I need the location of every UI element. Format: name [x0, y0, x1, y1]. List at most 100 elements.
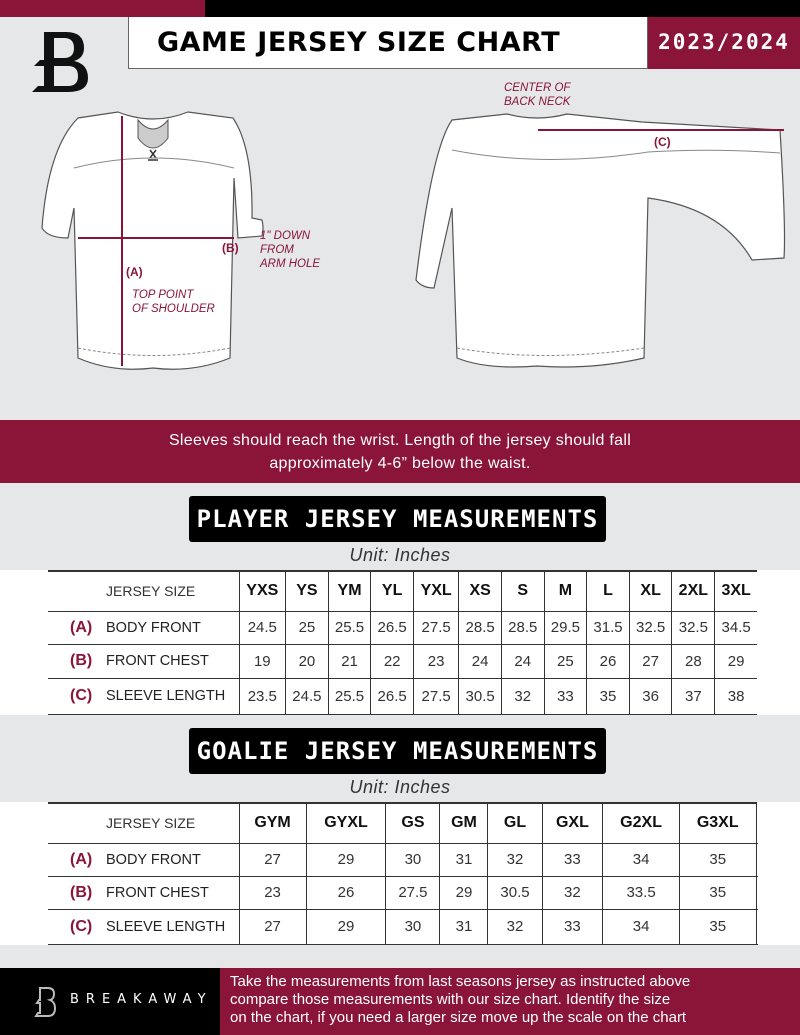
table-cell: 27 [238, 843, 307, 876]
table-cell: 34 [602, 843, 680, 876]
front-jersey-diagram [41, 111, 264, 370]
table-cell: 27 [238, 909, 307, 944]
table-cell: 21 [327, 644, 371, 678]
table-cell: 26.5 [370, 678, 414, 714]
table-cell: 25.5 [327, 678, 371, 714]
table-cell: 25.5 [327, 611, 371, 644]
player-size-table: JERSEY SIZE YXS YS YM YL YXL XS S M L XL 2XL 3XL (A) B… [48, 570, 757, 715]
table-cell: 26 [305, 876, 386, 909]
table-cell: 25 [285, 611, 329, 644]
table-cell: 28.5 [500, 611, 545, 644]
table-cell: 27.5 [412, 611, 459, 644]
row-label: (A) BODY FRONT [48, 843, 239, 876]
size-header: GL [487, 803, 543, 843]
size-header: M [543, 571, 587, 611]
note-line: ARM HOLE [260, 258, 321, 270]
instructions-banner: Sleeves should reach the wrist. Length o… [0, 420, 800, 483]
top-accent-bar [0, 0, 205, 17]
size-header: XS [458, 571, 502, 611]
table-cell: 30.5 [458, 678, 502, 714]
table-cell: 31 [439, 909, 488, 944]
table-cell: 35 [678, 876, 757, 909]
table-cell: 27.5 [412, 678, 459, 714]
table-cell: 32 [541, 876, 603, 909]
footer-brand-area [0, 968, 220, 1035]
measurement-name: BODY FRONT [106, 619, 201, 636]
table-row: (C) SLEEVE LENGTH 23.5 24.5 25.5 26.5 27.5 30.5… [48, 678, 757, 714]
table-cell: 29 [439, 876, 488, 909]
measurement-key: (A) [70, 618, 93, 636]
season-label: 2023/2024 [648, 17, 800, 69]
measurement-name: FRONT CHEST [106, 653, 209, 669]
measurement-name: SLEEVE LENGTH [106, 918, 226, 935]
page-title: GAME JERSEY SIZE CHART [128, 17, 648, 69]
row-label: (B) FRONT CHEST [48, 644, 239, 678]
table-cell: 20 [285, 644, 329, 678]
table-cell: 32.5 [628, 611, 672, 644]
table-cell [755, 909, 757, 944]
breakaway-footer-logo [34, 987, 56, 1017]
row-label: (A) BODY FRONT [48, 611, 239, 644]
table-row: (C) SLEEVE LENGTH 27 29 30 31 32 33 34 35 [48, 909, 757, 944]
player-section-title: PLAYER JERSEY MEASUREMENTS [189, 496, 606, 542]
table-row: (B) FRONT CHEST 19 20 21 22 23 24 24 25 26 27 28 29 [48, 644, 757, 678]
size-header: 3XL [714, 571, 757, 611]
table-cell: 35 [678, 909, 757, 944]
table-cell: 23 [412, 644, 459, 678]
table-cell: 35 [586, 678, 630, 714]
table-row: (A) BODY FRONT 24.5 25 25.5 26.5 27.5 28.5 28.5 2… [48, 611, 757, 644]
table-cell: 29 [714, 644, 757, 678]
table-cell: 24.5 [285, 678, 329, 714]
table-cell: 25 [543, 644, 587, 678]
size-header [755, 803, 757, 843]
marker-a: (A) [126, 265, 143, 279]
goalie-size-table: JERSEY SIZE GYM GYXL GS GM GL GXL G2XL G3XL (A) BO… [48, 802, 757, 945]
table-cell: 24 [500, 644, 545, 678]
center-back-neck-note: CENTER OF BACK NECK [504, 81, 570, 109]
table-cell: 33 [541, 909, 603, 944]
table-cell: 32 [487, 909, 543, 944]
table-cell: 33 [541, 843, 603, 876]
measurement-key: (B) [70, 883, 93, 901]
table-cell: 30 [385, 909, 440, 944]
size-header: YXL [412, 571, 459, 611]
note-line: TOP POINT [132, 289, 194, 301]
table-cell: 28 [671, 644, 715, 678]
size-header: S [500, 571, 545, 611]
table-cell: 24.5 [238, 611, 286, 644]
table-cell: 31.5 [586, 611, 630, 644]
table-cell: 27.5 [385, 876, 440, 909]
table-cell: 29 [305, 909, 386, 944]
table-cell: 26.5 [370, 611, 414, 644]
table-cell: 37 [671, 678, 715, 714]
table-cell: 23 [238, 876, 307, 909]
player-unit: Unit: Inches [349, 545, 451, 565]
measurement-name: BODY FRONT [106, 851, 201, 868]
size-header: L [586, 571, 630, 611]
marker-b: (B) [222, 241, 239, 255]
table-header-row: JERSEY SIZE GYM GYXL GS GM GL GXL G2XL G3XL [48, 803, 757, 843]
size-header: GYXL [305, 803, 386, 843]
size-header: YS [285, 571, 329, 611]
size-header: YM [327, 571, 371, 611]
table-cell: 27 [628, 644, 672, 678]
table-cell: 26 [586, 644, 630, 678]
note-line: FROM [260, 244, 294, 256]
size-header: GM [439, 803, 488, 843]
note-line: 1" DOWN [260, 230, 311, 242]
size-header: 2XL [671, 571, 715, 611]
size-header: G2XL [602, 803, 680, 843]
table-cell: 19 [238, 644, 286, 678]
row-label: (C) SLEEVE LENGTH [48, 678, 239, 714]
table-cell: 32 [500, 678, 545, 714]
size-header: GYM [238, 803, 307, 843]
measurement-key: (C) [70, 917, 93, 935]
breakaway-logo [32, 32, 88, 92]
table-cell: 34.5 [714, 611, 757, 644]
size-header: YXS [238, 571, 286, 611]
banner-line: approximately 4-6” below the waist. [269, 455, 531, 472]
table-cell: 33 [543, 678, 587, 714]
table-cell: 32 [487, 843, 543, 876]
row-label: (B) FRONT CHEST [48, 876, 239, 909]
goalie-unit: Unit: Inches [349, 777, 451, 797]
